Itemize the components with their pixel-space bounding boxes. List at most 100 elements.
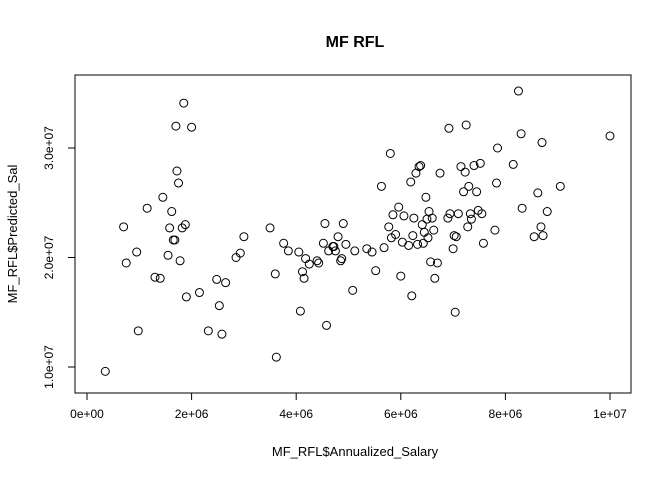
data-point xyxy=(203,326,213,336)
data-point xyxy=(314,258,324,268)
y-tick-label: 3.0e+07 xyxy=(42,126,56,170)
data-point xyxy=(376,181,386,191)
data-point xyxy=(330,246,340,256)
data-point xyxy=(312,256,322,266)
data-point xyxy=(217,329,227,339)
data-point xyxy=(460,167,470,177)
data-point xyxy=(181,292,191,302)
data-point xyxy=(419,227,429,237)
data-point xyxy=(529,232,539,242)
data-points xyxy=(100,86,615,376)
data-point xyxy=(408,231,418,241)
data-point xyxy=(239,232,249,242)
data-point xyxy=(493,143,503,153)
data-point xyxy=(417,220,427,230)
data-point xyxy=(404,240,414,250)
data-point xyxy=(423,233,433,243)
data-point xyxy=(461,120,471,130)
data-point xyxy=(477,209,487,219)
data-point xyxy=(385,148,395,158)
data-point xyxy=(450,307,460,317)
data-point xyxy=(155,273,165,283)
data-point xyxy=(451,232,461,242)
data-point xyxy=(299,273,309,283)
data-point xyxy=(444,123,454,133)
data-point xyxy=(413,239,423,249)
data-point xyxy=(422,214,432,224)
data-point xyxy=(295,306,305,316)
data-point xyxy=(150,272,160,282)
data-point xyxy=(435,168,445,178)
data-point xyxy=(379,243,389,253)
data-point xyxy=(121,258,131,268)
data-point xyxy=(301,254,311,264)
data-point xyxy=(513,86,523,96)
data-point xyxy=(409,213,419,223)
data-point xyxy=(329,242,339,252)
data-point xyxy=(165,223,175,233)
data-point xyxy=(341,239,351,249)
data-point xyxy=(172,166,182,176)
data-point xyxy=(338,219,348,229)
data-point xyxy=(456,162,466,172)
data-point xyxy=(466,214,476,224)
data-point xyxy=(336,256,346,266)
data-point xyxy=(194,288,204,298)
data-point xyxy=(396,271,406,281)
data-point xyxy=(175,256,185,266)
data-point xyxy=(132,247,142,257)
x-tick-label: 2e+06 xyxy=(175,407,209,421)
chart-title: MF RFL xyxy=(326,34,385,51)
data-point xyxy=(429,225,439,235)
data-point xyxy=(279,238,289,248)
data-point xyxy=(320,219,330,229)
data-point xyxy=(214,301,224,311)
data-point xyxy=(453,209,463,219)
data-point xyxy=(221,278,231,288)
data-point xyxy=(384,222,394,232)
plot-frame xyxy=(74,74,632,394)
data-point xyxy=(475,158,485,168)
x-tick-label: 0e+00 xyxy=(70,407,104,421)
y-tick-label: 2.0e+07 xyxy=(42,235,56,279)
data-point xyxy=(394,202,404,212)
data-point xyxy=(537,138,547,148)
data-point xyxy=(449,231,459,241)
data-point xyxy=(322,320,332,330)
data-point xyxy=(367,247,377,257)
data-point xyxy=(348,285,358,295)
data-point xyxy=(426,257,436,267)
data-point xyxy=(407,291,417,301)
data-point xyxy=(490,225,500,235)
data-point xyxy=(418,238,428,248)
data-point xyxy=(517,203,527,213)
data-point xyxy=(333,232,343,242)
data-point xyxy=(538,231,548,241)
x-axis: 0e+00 2e+06 4e+06 6e+06 8e+06 1e+07 xyxy=(70,392,627,421)
data-point xyxy=(180,220,190,230)
data-point xyxy=(533,188,543,198)
data-point xyxy=(270,269,280,279)
x-tick-label: 8e+06 xyxy=(489,407,523,421)
data-point xyxy=(119,222,129,232)
data-point xyxy=(464,181,474,191)
data-point xyxy=(391,230,401,240)
data-point xyxy=(179,98,189,108)
data-point xyxy=(170,235,180,245)
data-point xyxy=(133,326,143,336)
data-point xyxy=(542,207,552,217)
data-point xyxy=(388,210,398,220)
data-point xyxy=(100,366,110,376)
data-point xyxy=(492,178,502,188)
data-point xyxy=(142,203,152,213)
data-point xyxy=(177,223,187,233)
data-point xyxy=(469,161,479,171)
data-point xyxy=(362,244,372,254)
data-point xyxy=(508,159,518,169)
data-point xyxy=(443,213,453,223)
data-point xyxy=(171,121,181,131)
data-point xyxy=(265,223,275,233)
data-point xyxy=(427,213,437,223)
data-point xyxy=(318,238,328,248)
